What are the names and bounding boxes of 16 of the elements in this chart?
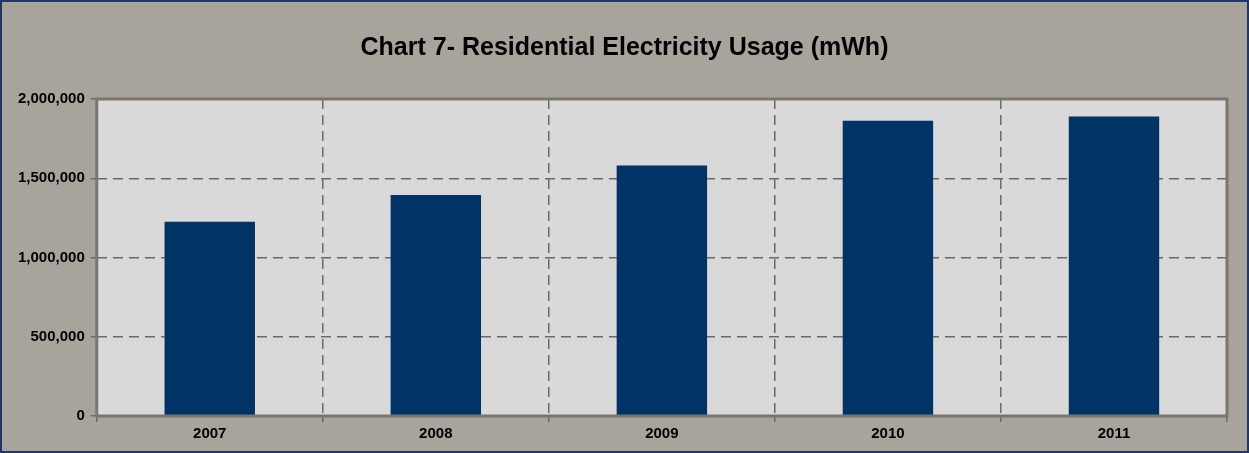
x-tick-label: 2007 bbox=[193, 424, 227, 442]
y-tick-label: 0 bbox=[76, 406, 85, 424]
y-tick-label: 2,000,000 bbox=[18, 89, 85, 107]
bar bbox=[164, 221, 255, 416]
bar bbox=[842, 120, 934, 416]
y-tick-label: 1,000,000 bbox=[18, 247, 85, 265]
x-tick-label: 2009 bbox=[645, 424, 679, 442]
y-tick-label: 1,500,000 bbox=[18, 168, 85, 186]
x-tick-label: 2011 bbox=[1097, 424, 1131, 442]
bar bbox=[616, 165, 708, 416]
bar bbox=[1068, 116, 1160, 416]
y-tick-label: 500,000 bbox=[30, 326, 85, 344]
x-tick-label: 2008 bbox=[419, 424, 453, 442]
bar bbox=[390, 194, 482, 416]
chart-title: Chart 7- Residential Electricity Usage (mWh) bbox=[359, 32, 890, 61]
x-tick-label: 2010 bbox=[871, 424, 905, 442]
